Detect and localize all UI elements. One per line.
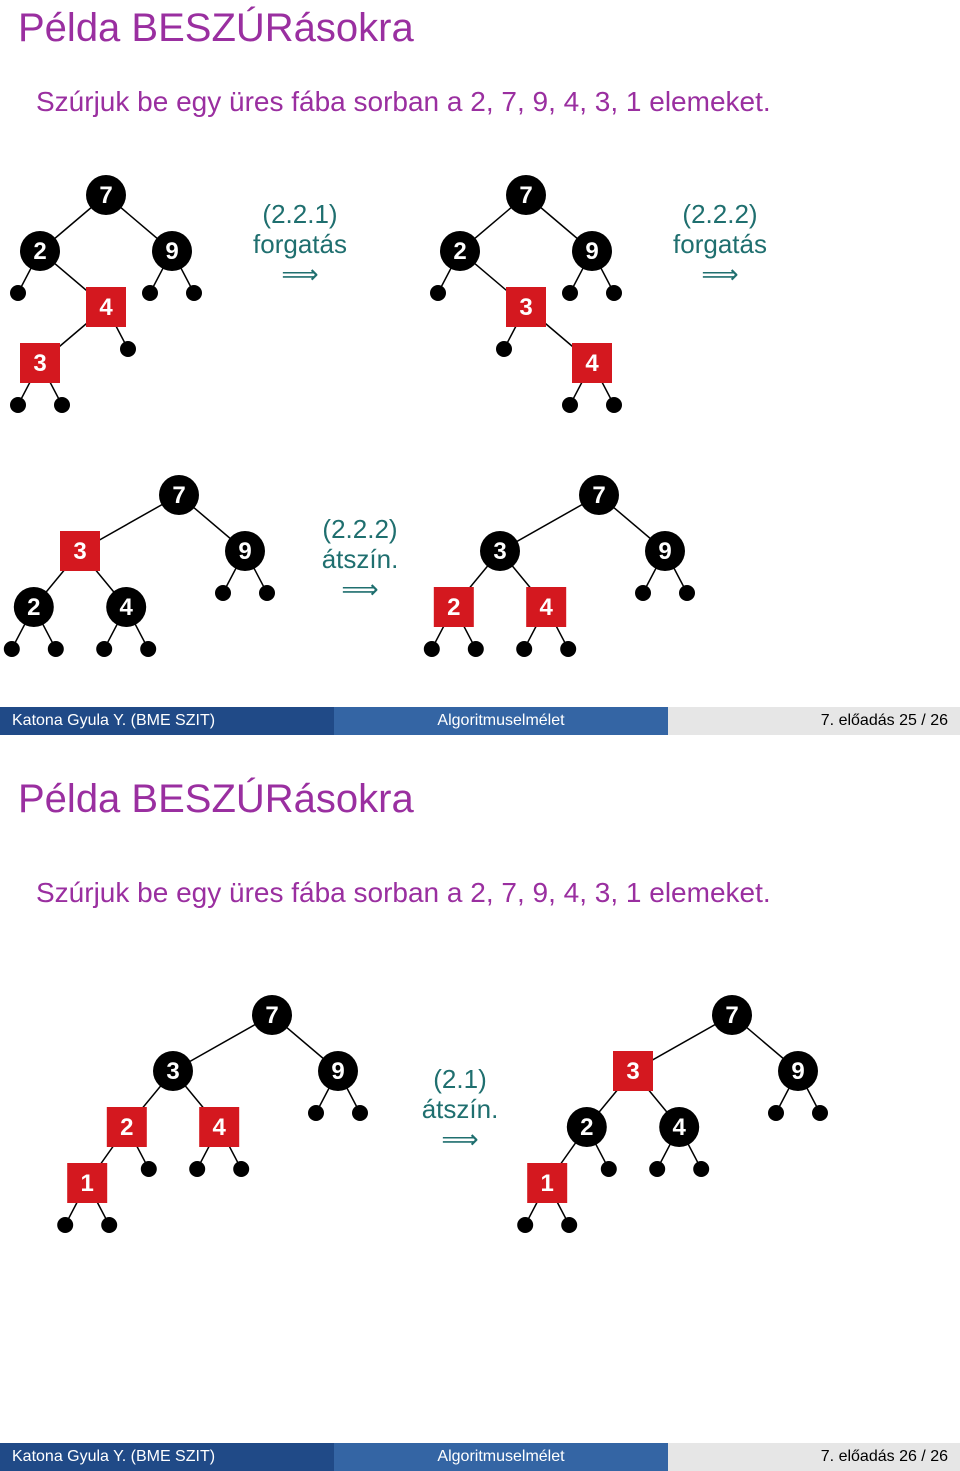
svg-text:3: 3 [166, 1058, 179, 1085]
svg-text:4: 4 [120, 594, 134, 621]
svg-text:9: 9 [585, 238, 598, 265]
svg-text:2: 2 [33, 238, 46, 265]
svg-text:7: 7 [519, 182, 532, 209]
svg-text:7: 7 [592, 482, 605, 509]
svg-text:3: 3 [33, 350, 46, 377]
svg-text:2: 2 [453, 238, 466, 265]
svg-text:7: 7 [172, 482, 185, 509]
footer-author: Katona Gyula Y. (BME SZIT) [0, 707, 334, 735]
footer-page: 7. előadás 25 / 26 [668, 707, 960, 735]
tree-diagrams: 7 2 9 4 3 7 2 9 3 4 7 3 9 2 4 7 3 9 2 4 [0, 0, 960, 735]
svg-text:1: 1 [541, 1170, 554, 1197]
slide-footer: Katona Gyula Y. (BME SZIT) Algoritmuselm… [0, 1443, 960, 1471]
svg-text:2: 2 [120, 1114, 133, 1141]
footer-course: Algoritmuselmélet [334, 1443, 668, 1471]
svg-text:9: 9 [331, 1058, 344, 1085]
svg-text:7: 7 [265, 1002, 278, 1029]
svg-text:9: 9 [238, 538, 251, 565]
svg-text:7: 7 [725, 1002, 738, 1029]
svg-text:1: 1 [81, 1170, 94, 1197]
svg-text:2: 2 [447, 594, 460, 621]
svg-text:7: 7 [99, 182, 112, 209]
svg-text:4: 4 [673, 1114, 687, 1141]
svg-text:3: 3 [519, 294, 532, 321]
svg-text:9: 9 [165, 238, 178, 265]
svg-text:9: 9 [658, 538, 671, 565]
slide-footer: Katona Gyula Y. (BME SZIT) Algoritmuselm… [0, 707, 960, 735]
footer-page: 7. előadás 26 / 26 [668, 1443, 960, 1471]
svg-text:9: 9 [791, 1058, 804, 1085]
tree-diagrams: 7 3 9 2 4 1 7 3 9 2 4 1 [0, 735, 960, 1471]
svg-text:2: 2 [580, 1114, 593, 1141]
svg-text:3: 3 [493, 538, 506, 565]
svg-text:3: 3 [626, 1058, 639, 1085]
footer-course: Algoritmuselmélet [334, 707, 668, 735]
svg-text:4: 4 [99, 294, 113, 321]
svg-text:4: 4 [213, 1114, 227, 1141]
footer-author: Katona Gyula Y. (BME SZIT) [0, 1443, 334, 1471]
svg-text:3: 3 [73, 538, 86, 565]
svg-text:2: 2 [27, 594, 40, 621]
svg-text:4: 4 [585, 350, 599, 377]
svg-text:4: 4 [540, 594, 554, 621]
